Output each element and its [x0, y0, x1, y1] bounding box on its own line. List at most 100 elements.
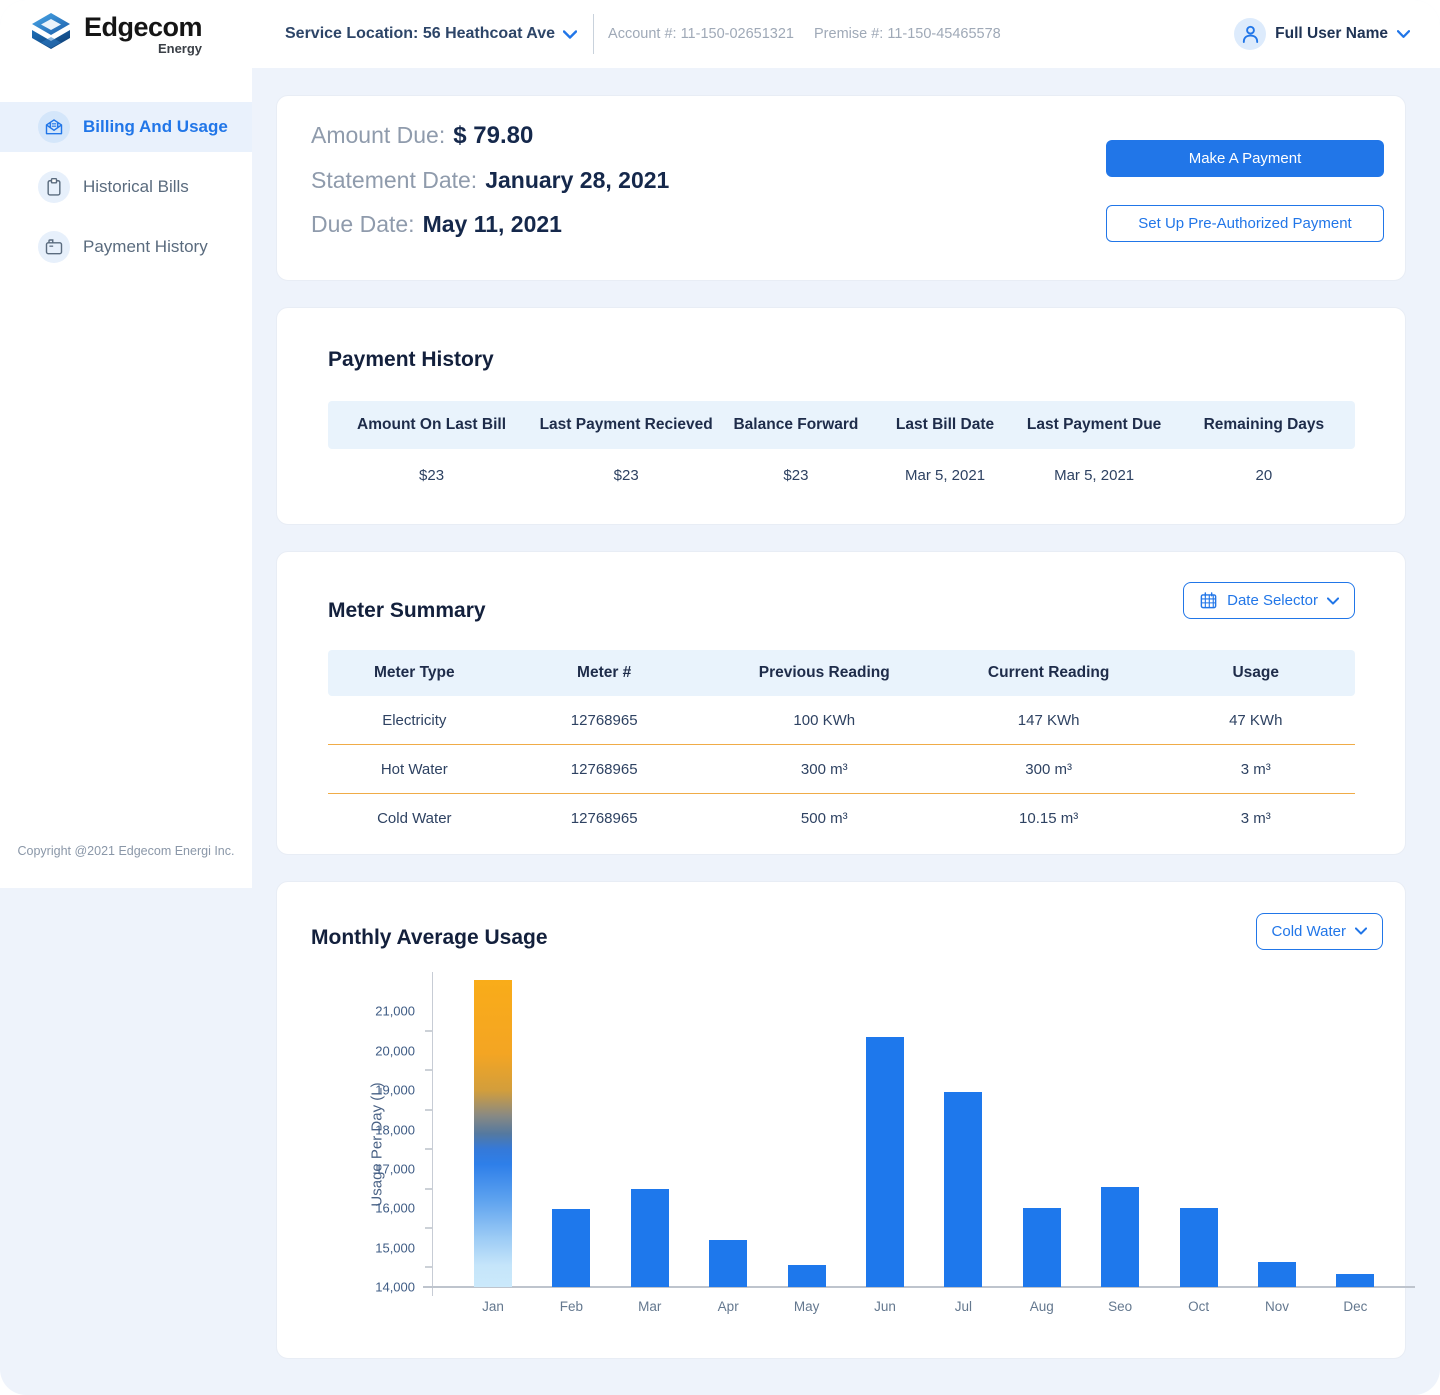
billing-summary-card: Amount Due: $ 79.80 Statement Date: Januar…	[276, 95, 1406, 281]
x-tick-label: Jun	[874, 1299, 896, 1314]
cell-last-payment-received: $23	[613, 466, 639, 484]
cell-current-reading: 300 m³	[1025, 760, 1072, 778]
make-payment-button[interactable]: Make A Payment	[1106, 140, 1384, 177]
x-tick-label: Oct	[1188, 1299, 1210, 1314]
y-tick-mark	[425, 1188, 432, 1190]
user-menu[interactable]: Full User Name	[1234, 18, 1410, 50]
cell-usage: 3 m³	[1240, 809, 1271, 827]
cell-current-reading: 147 KWh	[1017, 711, 1080, 729]
row-separator	[328, 793, 1355, 794]
cell-previous-reading: 100 KWh	[793, 711, 856, 729]
y-tick-mark	[425, 1109, 432, 1111]
cell-current-reading: 10.15 m³	[1019, 809, 1079, 827]
y-tick-label: 19,000	[375, 1082, 415, 1098]
amount-due-label: Amount Due:	[311, 122, 446, 148]
y-tick-mark	[425, 1266, 432, 1268]
table-row-hot-water: Hot Water 12768965 300 m³ 300 m³ 3 m³	[328, 745, 1355, 793]
sidebar: Billing And Usage Historical Bills Payme…	[0, 68, 252, 888]
meter-type-selector-value: Cold Water	[1271, 922, 1346, 940]
column-header: Previous Reading	[758, 664, 890, 681]
premise-number: Premise #: 11-150-45465578	[814, 26, 1001, 42]
column-header: Remaining Days	[1203, 416, 1325, 433]
x-tick-label: Mar	[638, 1299, 662, 1314]
amount-due-value: $ 79.80	[453, 122, 534, 149]
meter-type-selector-button[interactable]: Cold Water	[1255, 912, 1383, 950]
cell-meter-type: Hot Water	[380, 760, 448, 778]
cell-balance-forward: $23	[783, 466, 809, 484]
sidebar-item-label: Payment History	[83, 237, 208, 256]
y-tick-mark	[425, 1227, 432, 1229]
sidebar-item-label: Historical Bills	[83, 177, 189, 196]
table-row: $23 $23 $23 Mar 5, 2021 Mar 5, 2021 20	[328, 449, 1355, 501]
top-header: Edgecom Energy Service Location: 56 Heat…	[0, 0, 1440, 68]
row-separator	[328, 744, 1355, 745]
account-number: Account #: 11-150-02651321	[608, 26, 794, 42]
meter-summary-title: Meter Summary	[328, 599, 486, 622]
chevron-down-icon	[1355, 927, 1367, 935]
bar-jul	[944, 1092, 983, 1287]
due-date-value: May 11, 2021	[422, 211, 562, 237]
chevron-down-icon	[1397, 30, 1410, 38]
preauthorized-payment-button[interactable]: Set Up Pre-Authorized Payment	[1106, 205, 1384, 242]
bar-may	[787, 1264, 826, 1287]
y-tick-label: 17,000	[375, 1161, 415, 1177]
bar-nov	[1258, 1262, 1296, 1287]
statement-date-value: January 28, 2021	[485, 167, 670, 193]
y-tick-label: 15,000	[375, 1240, 415, 1256]
brand-logo: Edgecom Energy	[0, 11, 252, 57]
y-tick-label: 21,000	[375, 1003, 415, 1019]
cell-usage: 3 m³	[1240, 760, 1271, 778]
edgecom-logo-icon	[28, 11, 74, 57]
billing-envelope-icon	[45, 119, 63, 135]
bar-seo	[1101, 1186, 1140, 1287]
chart-plot-area: 14,000 15,000 16,000 17,000 18,000 19,000 20,0…	[375, 972, 1415, 1314]
due-date-row: Due Date: May 11, 2021	[311, 211, 1383, 238]
brand-subtitle: Energy	[157, 40, 203, 56]
sidebar-item-label: Billing And Usage	[83, 117, 228, 136]
sidebar-item-billing-and-usage[interactable]: Billing And Usage	[0, 102, 252, 152]
sidebar-item-historical-bills[interactable]: Historical Bills	[0, 162, 252, 212]
cell-last-payment-due: Mar 5, 2021	[1054, 466, 1135, 484]
column-header: Amount On Last Bill	[357, 416, 507, 433]
bar-dec	[1336, 1274, 1375, 1287]
monthly-usage-card: Monthly Average Usage Cold Water Usage P…	[276, 881, 1415, 1359]
user-name: Full User Name	[1275, 25, 1388, 42]
header-divider	[593, 14, 595, 54]
service-location-dropdown[interactable]: Service Location: 56 Heathcoat Ave	[285, 25, 578, 43]
bar-jun	[866, 1036, 904, 1287]
bar-jan	[474, 979, 512, 1287]
cell-previous-reading: 500 m³	[800, 809, 848, 827]
column-header: Usage	[1232, 664, 1280, 681]
main-content: Amount Due: $ 79.80 Statement Date: Januar…	[252, 68, 1440, 1395]
sidebar-item-payment-history[interactable]: Payment History	[0, 222, 252, 272]
payment-history-card: Payment History Amount On Last Bill Last…	[276, 307, 1406, 525]
bar-feb	[552, 1209, 591, 1287]
x-tick-label: Dec	[1343, 1299, 1368, 1314]
column-header: Last Payment Recieved	[539, 416, 713, 433]
copyright-text: Copyright @2021 Edgecom Energi Inc.	[17, 844, 235, 858]
cell-meter-number: 12768965	[570, 809, 638, 827]
cell-remaining-days: 20	[1255, 466, 1273, 484]
column-header: Meter #	[577, 664, 632, 681]
date-selector-button[interactable]: Date Selector	[1183, 582, 1355, 619]
payment-card-icon	[45, 239, 63, 255]
y-tick-label: 16,000	[375, 1200, 415, 1216]
y-tick-label: 20,000	[375, 1043, 415, 1059]
column-header: Current Reading	[987, 664, 1110, 681]
monthly-usage-title: Monthly Average Usage	[311, 926, 548, 949]
due-date-label: Due Date:	[311, 211, 415, 237]
cell-previous-reading: 300 m³	[800, 760, 848, 778]
cell-meter-number: 12768965	[570, 760, 638, 778]
x-tick-label: Jan	[482, 1299, 504, 1314]
service-location-label: Service Location: 56 Heathcoat Ave	[285, 25, 556, 42]
column-header: Last Payment Due	[1026, 416, 1162, 433]
x-tick-label: Feb	[559, 1299, 584, 1314]
brand-name: Edgecom	[84, 11, 203, 42]
x-tick-label: May	[793, 1299, 820, 1314]
bar-aug	[1022, 1207, 1061, 1287]
table-header-row: Meter Type Meter # Previous Reading Curr…	[328, 650, 1355, 696]
clipboard-icon	[47, 177, 61, 196]
cell-meter-number: 12768965	[570, 711, 638, 729]
cell-meter-type: Cold Water	[377, 809, 452, 827]
